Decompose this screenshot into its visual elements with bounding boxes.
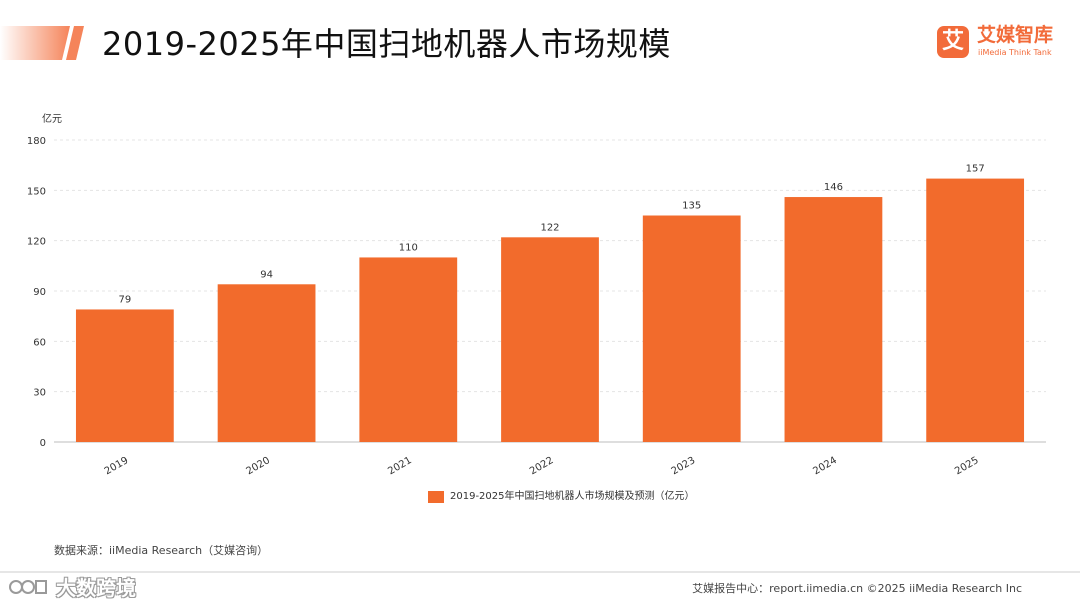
y-tick-label: 180: [27, 136, 46, 147]
y-axis-unit-label: 亿元: [42, 112, 62, 125]
y-tick-label: 60: [33, 337, 46, 348]
brand-name: 艾媒智库: [977, 24, 1054, 46]
brand-subtitle: iiMedia Think Tank: [978, 48, 1052, 57]
brand-mark-icon: 艾: [937, 26, 969, 58]
x-tick-label: 2023: [670, 455, 698, 477]
watermark-logo-icon: [9, 580, 47, 594]
data-label: 79: [118, 294, 131, 305]
x-tick-label: 2021: [386, 455, 414, 477]
bar: [926, 178, 1025, 442]
watermark-text: 大数跨境: [56, 576, 136, 600]
x-tick-label: 2025: [953, 455, 981, 477]
page-title: 2019-2025年中国扫地机器人市场规模: [102, 25, 671, 63]
x-tick-label: 2020: [245, 455, 273, 477]
bar: [642, 215, 741, 442]
bar: [784, 197, 883, 442]
bar: [75, 309, 174, 442]
y-tick-label: 120: [27, 237, 46, 248]
data-label: 146: [824, 182, 843, 193]
y-tick-label: 0: [40, 438, 46, 449]
bar: [501, 237, 599, 442]
title-accent-stripe: [0, 26, 84, 60]
data-label: 94: [260, 269, 273, 280]
x-tick-label: 2024: [811, 455, 839, 477]
footer-divider: [0, 571, 1080, 573]
data-label: 135: [682, 201, 701, 212]
y-tick-label: 150: [27, 186, 46, 197]
y-tick-label: 90: [33, 287, 46, 298]
bar: [359, 257, 458, 442]
title-bar: 2019-2025年中国扫地机器人市场规模: [0, 14, 1080, 74]
legend-swatch: [428, 491, 444, 503]
bar-chart: 亿元 0 30 60 90 120 150 180 79 2019 94 2020 110 2021 122…: [0, 100, 1080, 520]
bar: [217, 284, 316, 442]
footer-copyright: 艾媒报告中心：report.iimedia.cn ©2025 iiMedia R…: [692, 582, 1022, 595]
legend-label: 2019-2025年中国扫地机器人市场规模及预测（亿元）: [450, 491, 695, 502]
data-label: 122: [540, 222, 559, 233]
data-label: 110: [399, 242, 418, 253]
y-tick-label: 30: [33, 388, 46, 399]
x-tick-label: 2022: [528, 455, 556, 477]
bar-chart-svg: 亿元 0 30 60 90 120 150 180 79 2019 94 2020 110 2021 122…: [27, 112, 1046, 477]
x-tick-label: 2019: [103, 455, 131, 477]
data-label: 157: [966, 164, 985, 175]
data-source-note: 数据来源：iiMedia Research（艾媒咨询）: [54, 544, 269, 557]
